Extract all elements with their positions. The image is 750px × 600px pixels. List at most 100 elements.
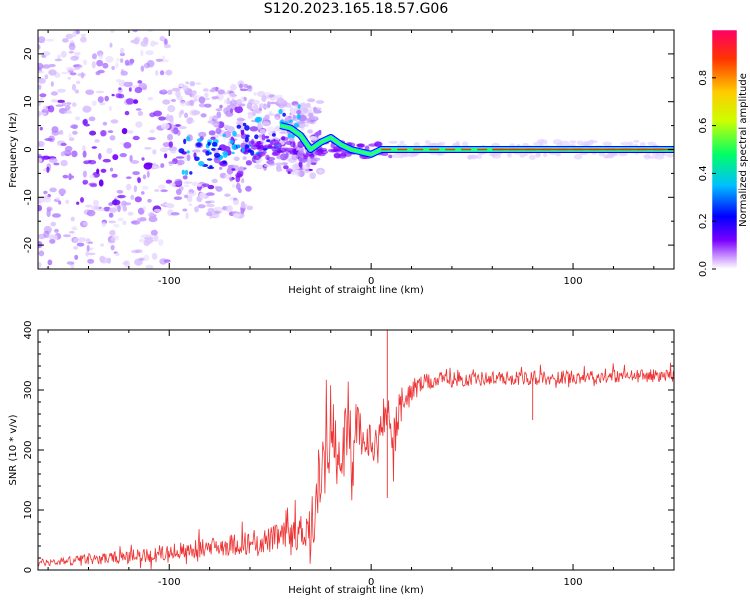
spectrogram-blob (532, 141, 543, 147)
spectrogram-blob (132, 99, 139, 104)
spectrogram-blob (255, 116, 263, 122)
x-tick-label: 0 (368, 276, 374, 287)
spectrogram-blob (82, 221, 88, 226)
y-tick-label: 400 (23, 320, 34, 339)
spectrogram-blob (254, 164, 263, 169)
spectrogram-blob (213, 210, 221, 214)
spectrogram-blob (72, 124, 78, 130)
spectrogram-blob (121, 128, 128, 135)
colorbar-tick-label: 0.4 (698, 165, 709, 181)
spectrogram-blob (122, 205, 128, 212)
spectrogram-blob (132, 30, 138, 33)
spectrogram-blob (307, 129, 313, 134)
spectrogram-blob (98, 53, 104, 60)
spectrogram-blob (206, 158, 213, 161)
spectrogram-blob (70, 55, 79, 61)
spectrogram-blob (44, 74, 49, 80)
spectrogram-blob (262, 145, 269, 150)
spectrogram-blob (49, 187, 57, 193)
spectrogram-blob (107, 240, 116, 244)
spectrogram-blob (125, 98, 135, 105)
spectrogram-blob (175, 90, 181, 98)
spectrogram-blob (226, 105, 230, 112)
spectrogram-blob (163, 259, 171, 263)
spectrogram-blob (98, 179, 104, 187)
spectrogram-blob (65, 66, 75, 72)
spectrogram-blob (133, 37, 140, 45)
spectrogram-blob (88, 182, 97, 186)
y-tick-label: -10 (23, 189, 34, 205)
spectrogram-blob (279, 131, 289, 134)
spectrogram-blob (215, 108, 223, 112)
spectrogram-blob (101, 221, 107, 228)
spectrogram-blob (257, 123, 263, 131)
spectrogram-blob (85, 89, 95, 95)
spectrogram-blob (41, 51, 51, 56)
spectrogram-blob (158, 184, 166, 189)
spectrogram-blob (52, 213, 61, 218)
spectrogram-blob (140, 40, 148, 47)
spectrogram-blob (167, 133, 173, 141)
spectrogram-blob (259, 129, 266, 135)
snr-panel: -100 0 100 0 100 200 300 400 Height of straight… (8, 320, 675, 596)
spectrogram-blob (204, 97, 211, 101)
spectrogram-blob (244, 125, 250, 131)
spectrogram-blob (271, 133, 276, 137)
spectrogram-blob (66, 102, 72, 105)
spectrogram-blob (68, 133, 72, 139)
spectrogram-blob (47, 259, 53, 266)
spectrogram-blob (290, 134, 295, 139)
spectrogram-blob (100, 130, 107, 137)
spectrogram-blob (247, 113, 254, 119)
spectrogram-blob (262, 117, 267, 121)
spectrogram-blob (86, 209, 96, 217)
spectrogram-blob (189, 99, 195, 107)
spectrogram-blob (143, 62, 150, 69)
spectrogram-blob (364, 145, 370, 151)
spectrogram-blob (584, 141, 590, 147)
spectrogram-blob (207, 166, 215, 170)
spectrogram-blob (137, 80, 143, 84)
spectrogram-blob (233, 156, 240, 162)
spectrogram-blob (224, 99, 228, 105)
spectrogram-blob (106, 257, 112, 264)
spectrogram-blob (88, 116, 96, 122)
spectrogram-blob (229, 108, 234, 114)
spectrogram-y-axis-label: Frequency (Hz) (8, 112, 19, 188)
spectrogram-blob (68, 42, 76, 51)
spectrogram-blob (56, 99, 65, 103)
spectrogram-blob (85, 204, 93, 208)
colorbar-ticks: 0.0 0.2 0.4 0.6 0.8 (698, 70, 716, 277)
spectrogram-blob (143, 254, 150, 262)
x-tick-label: -100 (158, 577, 181, 588)
spectrogram-blob (64, 110, 73, 114)
spectrogram-blob (439, 141, 446, 147)
spectrogram-blob (338, 153, 347, 159)
spectrogram-blob (38, 84, 42, 90)
spectrogram-blob (598, 152, 606, 157)
spectrogram-blob (135, 121, 143, 128)
spectrogram-blob (198, 96, 206, 104)
spectrogram-blob (78, 64, 83, 69)
spectrogram-blob (307, 98, 316, 103)
spectrogram-blob (300, 171, 305, 177)
spectrogram-blob (166, 203, 175, 209)
spectrogram-blob (388, 140, 398, 144)
spectrogram-blob (60, 151, 66, 157)
spectrogram-blob (148, 216, 158, 223)
spectrogram-blob (302, 107, 308, 110)
spectrogram-blob (182, 85, 189, 92)
spectrogram-blob (108, 220, 117, 224)
spectrogram-blob (155, 58, 164, 62)
spectrogram-blob (164, 153, 168, 159)
spectrogram-blob (68, 50, 75, 54)
spectrogram-blob (151, 252, 158, 260)
spectrogram-blob (276, 155, 284, 160)
spectrogram-blob (170, 212, 180, 216)
snr-plot-area (38, 330, 674, 570)
spectrogram-blob (215, 127, 222, 135)
spectrogram-blob (70, 216, 75, 222)
spectrogram-blob (186, 136, 191, 142)
spectrogram-blob (398, 155, 404, 159)
spectrogram-blob (197, 183, 202, 187)
